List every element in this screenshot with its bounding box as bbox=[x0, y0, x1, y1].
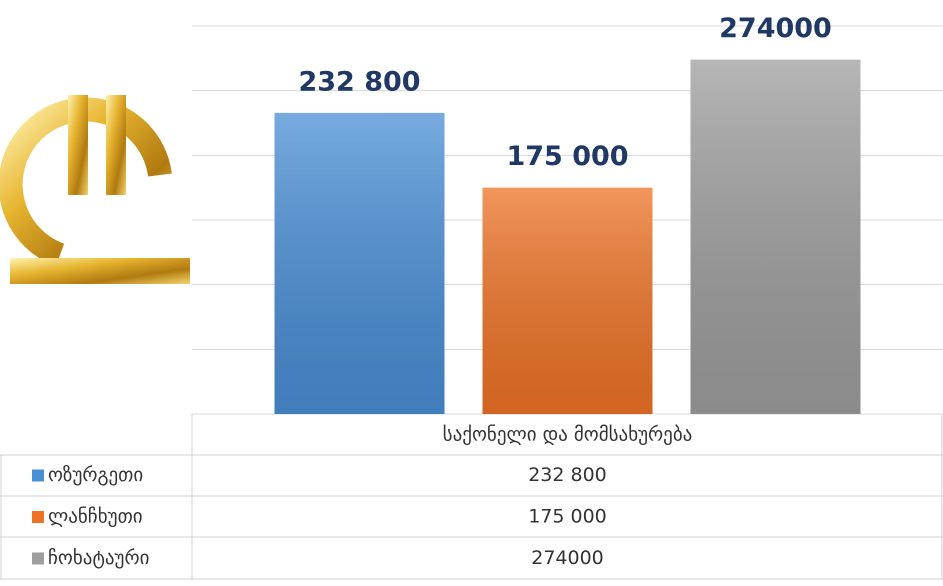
bar-shade bbox=[274, 112, 445, 415]
legend-label: ოზურგეთი bbox=[48, 464, 143, 486]
legend-swatch bbox=[32, 511, 44, 523]
category-label: საქონელი და მომსახურება bbox=[443, 424, 693, 446]
legend-label: ლანჩხუთი bbox=[48, 506, 143, 528]
legend-label: ჩოხატაური bbox=[48, 547, 149, 569]
value-label: 175 000 bbox=[506, 141, 628, 172]
legend-swatch bbox=[32, 469, 44, 482]
bar-shade bbox=[482, 187, 653, 414]
lari-icon bbox=[0, 95, 190, 284]
value-label: 232 800 bbox=[298, 66, 420, 97]
bar-shade bbox=[690, 59, 861, 414]
value-label: 274000 bbox=[719, 13, 832, 44]
table-value: 175 000 bbox=[528, 506, 607, 528]
legend-swatch bbox=[32, 552, 44, 565]
table-value: 274000 bbox=[531, 547, 604, 569]
table-value: 232 800 bbox=[528, 464, 607, 486]
